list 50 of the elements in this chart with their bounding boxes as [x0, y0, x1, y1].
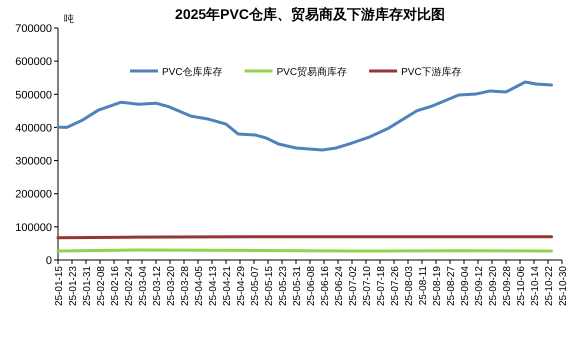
y-tick-label: 300000	[15, 156, 52, 168]
legend-label: PVC仓库库存	[162, 66, 223, 78]
x-tick-label: 25-09-12	[474, 266, 485, 306]
y-axis-title: 吨	[64, 13, 74, 25]
x-tick-label: 25-05-23	[278, 266, 289, 306]
chart-title: 2025年PVC仓库、贸易商及下游库存对比图	[175, 6, 445, 22]
x-tick-label: 25-08-03	[404, 266, 415, 306]
x-tick-label: 25-10-22	[544, 266, 555, 306]
x-tick-label: 25-08-11	[418, 266, 429, 306]
x-tick-label: 25-10-06	[516, 266, 527, 306]
x-tick-label: 25-09-20	[488, 266, 499, 306]
x-tick-label: 25-10-14	[530, 266, 541, 306]
x-tick-label: 25-06-08	[306, 266, 317, 306]
x-tick-label: 25-02-16	[110, 266, 121, 306]
x-tick-label: 25-07-18	[376, 266, 387, 306]
x-tick-label: 25-04-13	[208, 266, 219, 306]
x-tick-label: 25-07-02	[348, 266, 359, 306]
x-tick-label: 25-06-24	[334, 266, 345, 306]
x-tick-label: 25-01-23	[68, 266, 79, 306]
y-tick-label: 400000	[15, 122, 52, 134]
y-tick-label: 0	[46, 255, 52, 267]
x-tick-label: 25-01-15	[54, 266, 65, 306]
x-tick-label: 25-09-28	[502, 266, 513, 306]
x-tick-label: 25-09-04	[460, 266, 471, 306]
legend-label: PVC贸易商库存	[276, 66, 348, 78]
y-tick-label: 700000	[15, 23, 52, 35]
x-tick-label: 25-02-24	[124, 266, 135, 306]
x-tick-label: 25-02-08	[96, 266, 107, 306]
x-tick-label: 25-07-10	[362, 266, 373, 306]
x-tick-label: 25-04-05	[194, 266, 205, 306]
y-tick-label: 100000	[15, 222, 52, 234]
x-tick-label: 25-05-31	[292, 266, 303, 306]
x-tick-label: 25-03-20	[166, 266, 177, 306]
x-tick-label: 25-10-30	[558, 266, 567, 306]
y-tick-label: 600000	[15, 56, 52, 68]
x-tick-label: 25-03-04	[138, 266, 149, 306]
y-tick-label: 200000	[15, 188, 52, 201]
x-tick-label: 25-04-29	[236, 266, 247, 306]
legend-label: PVC下游库存	[401, 66, 462, 78]
x-tick-label: 25-07-26	[390, 266, 401, 306]
x-tick-label: 25-03-12	[152, 266, 163, 306]
x-tick-label: 25-01-31	[82, 266, 93, 306]
x-tick-label: 25-05-15	[264, 266, 275, 306]
x-tick-label: 25-06-16	[320, 266, 331, 306]
x-tick-label: 25-05-07	[250, 266, 261, 306]
y-tick-label: 500000	[15, 89, 52, 102]
x-tick-label: 25-08-19	[432, 266, 443, 306]
x-tick-label: 25-03-28	[180, 266, 191, 306]
x-tick-label: 25-08-27	[446, 266, 457, 306]
x-tick-label: 25-04-21	[222, 266, 233, 306]
